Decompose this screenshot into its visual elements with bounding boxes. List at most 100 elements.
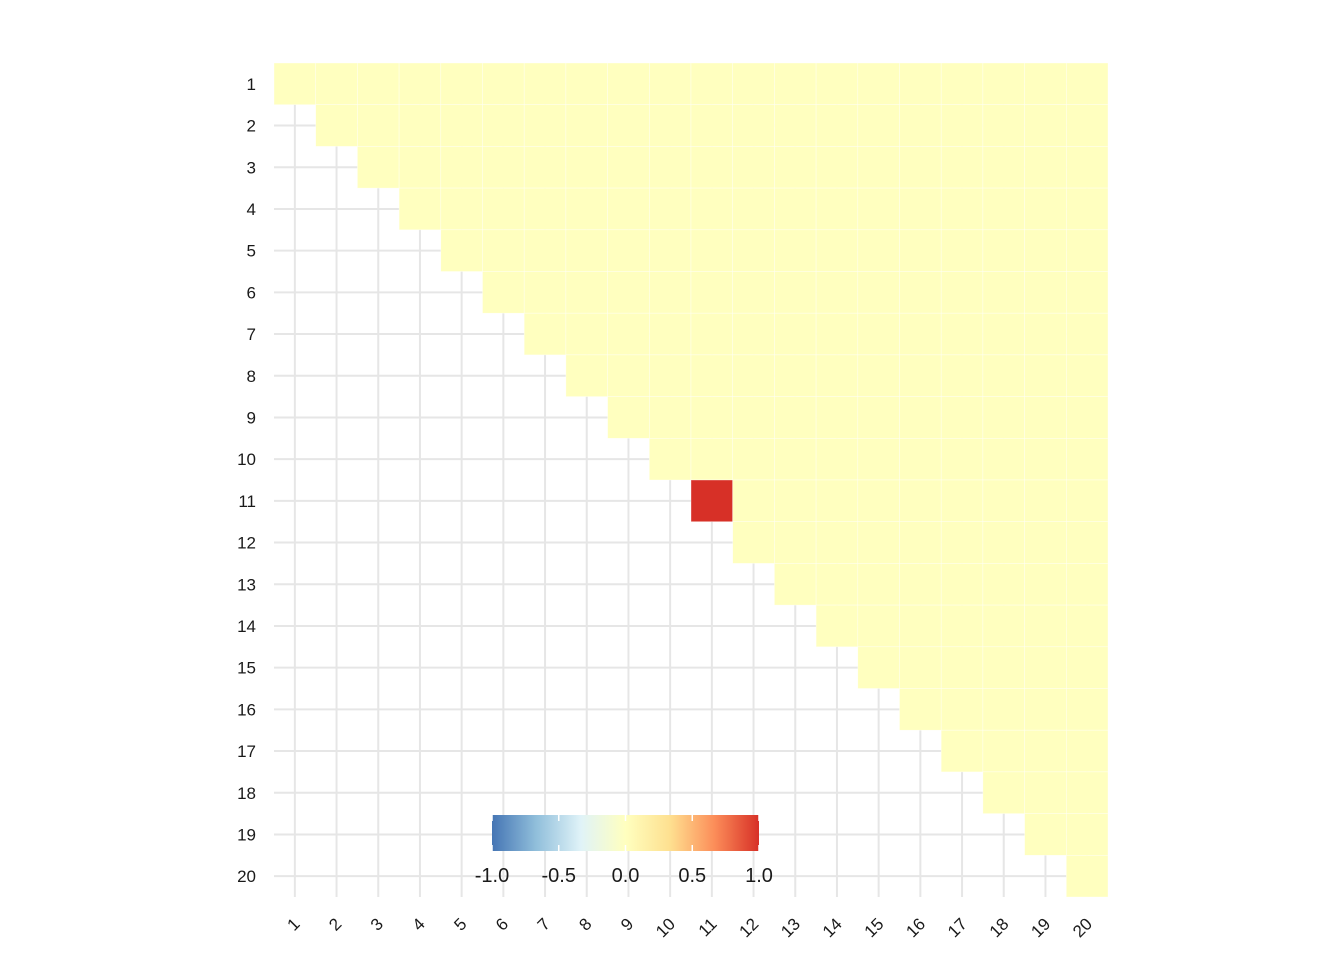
x-tick-label: 6	[492, 914, 512, 934]
heatmap-cell-9-13	[774, 396, 817, 439]
x-tick-label: 7	[534, 914, 554, 934]
heatmap-cell-10-16	[899, 437, 942, 481]
heatmap-cell-4-19	[1024, 187, 1067, 231]
heatmap-cell-1-10	[648, 62, 692, 106]
heatmap-cell-5-5	[440, 229, 483, 272]
x-tick-label: 20	[1069, 914, 1096, 941]
heatmap-cell-17-19	[1024, 729, 1067, 773]
heatmap-cell-14-16	[899, 604, 942, 648]
heatmap-cell-4-11	[690, 187, 734, 231]
heatmap-cell-5-19	[1024, 229, 1067, 272]
heatmap-cell-1-12	[732, 62, 775, 106]
heatmap-cell-9-15	[857, 396, 900, 439]
heatmap-cell-6-18	[982, 271, 1025, 314]
heatmap-cell-1-5	[440, 62, 483, 106]
heatmap-cell-1-11	[690, 62, 734, 106]
x-tick-label: 8	[575, 914, 595, 934]
heatmap-cell-3-3	[357, 146, 400, 189]
heatmap-cell-11-13	[774, 479, 817, 523]
x-tick-label: 10	[652, 914, 679, 941]
heatmap-cell-6-20	[1066, 271, 1109, 314]
heatmap-cell-4-15	[857, 187, 900, 231]
y-tick-label: 9	[247, 408, 256, 427]
heatmap-cell-3-15	[857, 146, 900, 189]
heatmap-cell-1-9	[607, 62, 650, 106]
x-tick-label: 11	[695, 914, 721, 940]
y-tick-label: 7	[247, 325, 256, 344]
heatmap-cell-5-20	[1066, 229, 1109, 272]
y-tick-label: 13	[237, 575, 256, 594]
heatmap-cell-11-18	[982, 479, 1025, 523]
y-tick-label: 4	[247, 200, 256, 219]
x-tick-label: 9	[617, 914, 637, 934]
heatmap-cell-10-17	[940, 437, 984, 481]
heatmap-cell-4-12	[732, 187, 775, 231]
heatmap-cell-4-5	[440, 187, 483, 231]
heatmap-cell-5-12	[732, 229, 775, 272]
heatmap-cell-6-15	[857, 271, 900, 314]
y-tick-label: 15	[237, 659, 256, 678]
heatmap-cell-3-19	[1024, 146, 1067, 189]
heatmap-cell-8-17	[940, 354, 984, 397]
y-tick-label: 20	[237, 867, 256, 886]
heatmap-cell-9-19	[1024, 396, 1067, 439]
heatmap-cell-2-20	[1066, 104, 1109, 147]
heatmap-cell-5-18	[982, 229, 1025, 272]
heatmap-cell-16-19	[1024, 688, 1067, 731]
heatmap-cell-8-13	[774, 354, 817, 397]
heatmap-cell-7-18	[982, 312, 1025, 356]
x-tick-label: 14	[819, 914, 846, 941]
heatmap-cell-1-20	[1066, 62, 1109, 106]
x-tick-label: 13	[777, 914, 804, 941]
heatmap-cell-5-17	[940, 229, 984, 272]
heatmap-cell-7-17	[940, 312, 984, 356]
heatmap-cell-7-19	[1024, 312, 1067, 356]
heatmap-cell-13-19	[1024, 563, 1067, 606]
heatmap-cell-1-1	[273, 62, 317, 106]
heatmap-cell-10-12	[732, 437, 775, 481]
heatmap-cell-4-10	[648, 187, 692, 231]
heatmap-cell-19-19	[1024, 813, 1067, 856]
heatmap-cell-1-2	[315, 62, 358, 106]
heatmap-cell-2-8	[565, 104, 608, 147]
heatmap-cell-15-18	[982, 646, 1025, 689]
heatmap-cell-6-8	[565, 271, 608, 314]
heatmap-cell-1-19	[1024, 62, 1067, 106]
x-tick-label: 2	[325, 914, 345, 934]
y-tick-label: 10	[237, 450, 256, 469]
heatmap-cell-2-11	[690, 104, 734, 147]
heatmap-cell-7-11	[690, 312, 734, 356]
x-tick-label: 4	[409, 914, 429, 934]
heatmap-cell-13-15	[857, 563, 900, 606]
heatmap-cell-4-20	[1066, 187, 1109, 231]
heatmap-cell-8-20	[1066, 354, 1109, 397]
heatmap-cell-2-13	[774, 104, 817, 147]
x-tick-label: 15	[861, 914, 888, 941]
heatmap-cell-11-19	[1024, 479, 1067, 523]
heatmap-cell-2-9	[607, 104, 650, 147]
x-tick-label: 1	[284, 914, 304, 934]
legend-tick-label: 0.0	[612, 865, 640, 887]
heatmap-cell-12-14	[815, 521, 859, 564]
heatmap-cell-14-17	[940, 604, 984, 648]
heatmap-cell-7-15	[857, 312, 900, 356]
heatmap-cell-3-18	[982, 146, 1025, 189]
heatmap-cell-14-19	[1024, 604, 1067, 648]
heatmap-cell-6-10	[648, 271, 692, 314]
heatmap-cell-14-20	[1066, 604, 1109, 648]
heatmap-cell-5-8	[565, 229, 608, 272]
heatmap-cell-15-16	[899, 646, 942, 689]
heatmap-cell-5-11	[690, 229, 734, 272]
heatmap-cell-18-19	[1024, 771, 1067, 814]
heatmap-cell-1-17	[940, 62, 984, 106]
legend-tick-label: -1.0	[475, 865, 509, 887]
heatmap-cell-15-20	[1066, 646, 1109, 689]
heatmap-cell-11-16	[899, 479, 942, 523]
y-tick-label: 18	[237, 784, 256, 803]
heatmap-cell-13-16	[899, 563, 942, 606]
heatmap-cell-13-20	[1066, 563, 1109, 606]
heatmap-cell-6-17	[940, 271, 984, 314]
heatmap-cell-20-20	[1066, 854, 1109, 898]
heatmap-cell-12-17	[940, 521, 984, 564]
y-tick-label: 16	[237, 700, 256, 719]
